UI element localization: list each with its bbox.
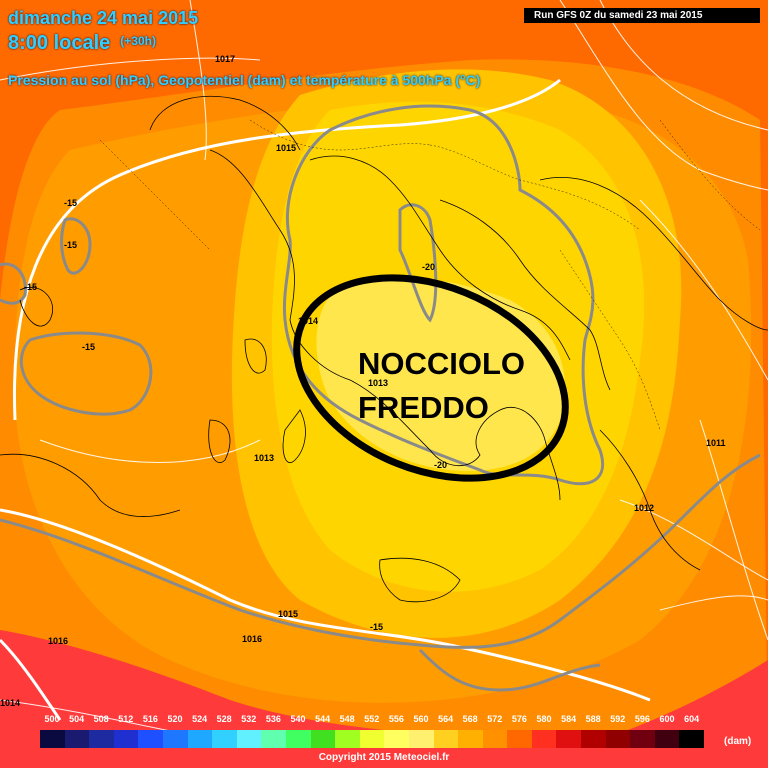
temperature-label: -20 — [422, 262, 436, 272]
scale-tick-label: 540 — [290, 714, 306, 724]
annotation-line1: NOCCIOLO — [358, 346, 526, 381]
scale-tick-label: 536 — [265, 714, 281, 724]
pressure-label: 1013 — [254, 453, 275, 463]
scale-tick-label: 564 — [438, 714, 454, 724]
scale-swatches — [40, 730, 705, 748]
forecast-time: 8:00 locale (+30h) — [8, 32, 156, 55]
run-info: Run GFS 0Z du samedi 23 mai 2015 — [524, 8, 760, 23]
scale-swatch — [212, 730, 237, 748]
cold-core-circle — [293, 274, 569, 482]
field-556 — [316, 277, 565, 471]
color-scale: 500 504 508 512 516 520 524 528 532 536 540 544 548 5… — [40, 714, 751, 754]
scale-swatch — [285, 730, 311, 748]
scale-tick-label: 508 — [93, 714, 109, 724]
pressure-label: 1015 — [278, 609, 299, 619]
scale-swatch — [113, 730, 139, 748]
field-580-right — [600, 660, 768, 740]
scale-tick-label: 504 — [69, 714, 85, 724]
scale-tick-label: 556 — [388, 714, 404, 724]
temperature-label: -20 — [434, 460, 448, 470]
scale-tick-label: 548 — [339, 714, 355, 724]
pressure-label: 1016 — [242, 634, 263, 644]
scale-swatch — [433, 730, 459, 748]
scale-swatch — [359, 730, 385, 748]
scale-tick-label: 520 — [167, 714, 183, 724]
scale-swatch — [605, 730, 631, 748]
scale-swatch — [679, 730, 705, 748]
scale-swatch — [654, 730, 680, 748]
pressure-label: 1013 — [368, 378, 389, 388]
scale-swatch — [581, 730, 606, 748]
scale-tick-label: 524 — [192, 714, 208, 724]
scale-tick-label: 544 — [315, 714, 331, 724]
scale-swatch — [187, 730, 213, 748]
temperature-label: -15 — [24, 282, 38, 292]
scale-tick-label: 532 — [241, 714, 257, 724]
scale-tick-label: 516 — [142, 714, 158, 724]
scale-swatch — [384, 730, 409, 748]
scale-tick-label: 512 — [118, 714, 134, 724]
pressure-label: 1011 — [706, 438, 726, 448]
temperature-label: -15 — [82, 342, 96, 352]
scale-swatch — [556, 730, 582, 748]
scale-unit: (dam) — [724, 736, 752, 747]
scale-tick-label: 500 — [44, 714, 60, 724]
pressure-label: 1016 — [48, 636, 69, 646]
scale-swatch — [482, 730, 508, 748]
scale-swatch — [89, 730, 114, 748]
scale-tick-label: 596 — [634, 714, 650, 724]
forecast-time-value: 8:00 locale — [8, 32, 111, 54]
pressure-label: 1014 — [0, 698, 21, 708]
scale-swatch — [64, 730, 90, 748]
scale-swatch — [408, 730, 434, 748]
coastlines — [0, 95, 768, 603]
annotation-line2: FREDDO — [358, 390, 489, 425]
forecast-offset: (+30h) — [120, 34, 156, 48]
scale-swatch — [138, 730, 163, 748]
scale-swatch — [236, 730, 262, 748]
temperature-label: -15 — [64, 198, 78, 208]
temperature-label: -15 — [64, 240, 78, 250]
copyright: Copyright 2015 Meteociel.fr — [318, 752, 450, 763]
annotation-text: NOCCIOLO FREDDO — [358, 342, 525, 430]
scale-swatch — [335, 730, 360, 748]
scale-ticks: 500 504 508 512 516 520 524 528 532 536 540 544 548 5… — [40, 714, 720, 728]
scale-tick-label: 528 — [216, 714, 232, 724]
scale-swatch — [310, 730, 336, 748]
pressure-label: 1017 — [215, 54, 236, 64]
temperature-label: -15 — [370, 622, 384, 632]
pressure-label: 1014 — [298, 316, 319, 326]
scale-tick-label: 572 — [487, 714, 503, 724]
scale-tick-label: 600 — [659, 714, 675, 724]
scale-swatch — [458, 730, 483, 748]
scale-tick-label: 552 — [364, 714, 380, 724]
scale-swatch — [40, 730, 65, 748]
scale-swatch — [630, 730, 655, 748]
pressure-label: 1015 — [276, 143, 297, 153]
borders — [99, 119, 761, 431]
map-parameters: Pression au sol (hPa), Geopotentiel (dam… — [8, 72, 481, 88]
scale-swatch — [162, 730, 188, 748]
scale-swatch — [531, 730, 557, 748]
forecast-date: dimanche 24 mai 2015 — [8, 8, 199, 28]
scale-tick-label: 560 — [413, 714, 429, 724]
scale-tick-label: 580 — [536, 714, 552, 724]
scale-tick-label: 576 — [511, 714, 527, 724]
scale-tick-label: 592 — [610, 714, 626, 724]
pressure-label: 1012 — [634, 503, 655, 513]
scale-tick-label: 588 — [585, 714, 601, 724]
scale-swatch — [507, 730, 532, 748]
scale-tick-label: 604 — [684, 714, 700, 724]
scale-swatch — [261, 730, 286, 748]
scale-tick-label: 584 — [561, 714, 577, 724]
scale-tick-label: 568 — [462, 714, 478, 724]
